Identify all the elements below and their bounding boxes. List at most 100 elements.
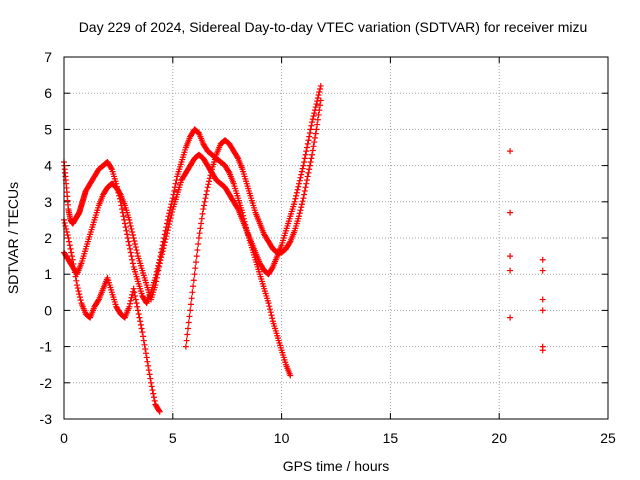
data-point <box>186 313 193 320</box>
data-point <box>292 195 299 202</box>
data-point <box>164 227 171 234</box>
data-point <box>129 256 136 263</box>
data-point <box>75 288 82 295</box>
data-point <box>185 325 192 332</box>
data-point <box>146 371 153 378</box>
data-point <box>207 172 214 179</box>
data-point <box>172 180 179 187</box>
data-point <box>76 294 83 301</box>
data-point <box>152 282 159 289</box>
data-point <box>140 333 147 340</box>
chart-title: Day 229 of 2024, Sidereal Day-to-day VTE… <box>79 19 588 35</box>
data-point <box>302 151 309 158</box>
data-point <box>303 148 310 155</box>
data-point <box>309 151 316 158</box>
data-point <box>145 362 152 369</box>
data-point <box>205 181 212 188</box>
data-point <box>187 307 194 314</box>
data-point <box>269 265 276 272</box>
data-point <box>68 249 75 256</box>
data-point <box>153 274 160 281</box>
data-point <box>130 235 137 241</box>
data-point <box>131 289 138 296</box>
data-point <box>307 158 314 165</box>
data-point <box>311 139 318 146</box>
plot-frame <box>63 56 609 420</box>
data-point <box>161 242 168 249</box>
data-point <box>71 265 78 272</box>
data-point <box>129 231 136 238</box>
data-point <box>198 215 205 222</box>
data-point <box>196 230 203 237</box>
data-point <box>76 291 83 298</box>
data-point <box>135 311 142 318</box>
data-point <box>309 116 316 123</box>
data-point <box>66 238 73 245</box>
data-point <box>121 220 128 227</box>
data-point <box>507 148 514 155</box>
data-point <box>293 192 300 199</box>
data-point <box>298 204 305 211</box>
data-point <box>306 166 313 173</box>
data-point <box>127 222 134 229</box>
data-point <box>293 189 300 196</box>
y-axis-label: SDTVAR / TECUs <box>5 182 21 294</box>
data-point <box>167 215 174 222</box>
data-point <box>137 321 144 328</box>
data-point <box>147 375 154 382</box>
data-point <box>208 169 215 176</box>
data-point <box>120 213 127 220</box>
data-point <box>194 247 201 254</box>
y-tick-label: 6 <box>44 85 52 101</box>
data-point <box>539 256 546 263</box>
data-point <box>183 337 190 344</box>
data-point <box>266 306 273 313</box>
data-point <box>193 253 200 260</box>
data-point <box>308 122 315 129</box>
x-tick-label: 5 <box>169 430 177 446</box>
data-point <box>130 285 137 292</box>
data-point <box>191 271 198 278</box>
data-point <box>150 390 157 397</box>
data-point <box>74 282 81 289</box>
data-point <box>124 235 131 241</box>
axis-ticks: 0 5 10 15 20 25 -3 -2 -1 0 1 2 3 4 5 6 7 <box>40 49 616 446</box>
data-point <box>121 216 128 223</box>
data-point <box>155 267 162 274</box>
data-point <box>539 347 546 354</box>
data-point <box>139 329 146 336</box>
y-tick-label: 3 <box>44 194 52 210</box>
data-point <box>184 331 191 338</box>
data-point <box>303 144 310 151</box>
data-point <box>308 155 315 162</box>
y-tick-label: 1 <box>44 266 52 282</box>
data-point <box>507 267 514 274</box>
data-point <box>309 119 316 126</box>
data-point <box>122 224 129 231</box>
data-point <box>166 218 173 225</box>
y-tick-label: 2 <box>44 230 52 246</box>
data-point <box>189 289 196 296</box>
data-point <box>507 314 514 321</box>
data-point <box>317 85 324 92</box>
data-point <box>299 165 306 172</box>
data-point <box>168 212 175 219</box>
data-point <box>204 184 211 191</box>
data-point <box>202 195 209 202</box>
data-point <box>129 228 136 235</box>
data-point <box>316 107 323 114</box>
data-point <box>158 254 165 261</box>
data-point <box>301 155 308 162</box>
data-point <box>313 101 320 108</box>
data-point <box>198 220 205 227</box>
y-tick-label: -2 <box>40 375 53 391</box>
data-point <box>206 175 213 182</box>
data-point <box>173 177 180 184</box>
data-point <box>68 253 75 260</box>
data-point <box>133 300 140 307</box>
data-point <box>145 367 152 374</box>
data-point <box>266 303 273 310</box>
data-point <box>302 184 309 191</box>
data-point <box>296 210 303 217</box>
data-point <box>199 210 206 217</box>
